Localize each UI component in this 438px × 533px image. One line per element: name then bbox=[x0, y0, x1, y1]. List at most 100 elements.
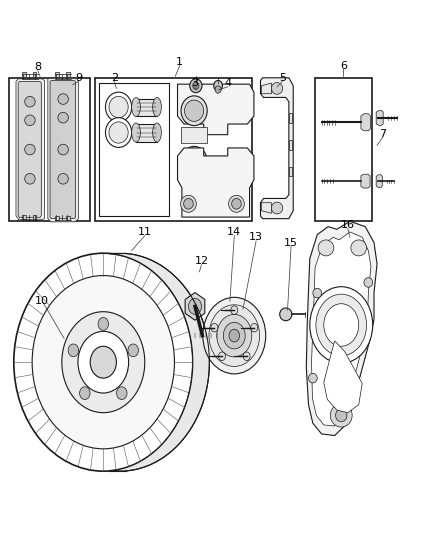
Ellipse shape bbox=[188, 298, 201, 314]
Bar bbox=[33, 215, 36, 219]
Ellipse shape bbox=[25, 96, 35, 107]
Text: 15: 15 bbox=[284, 238, 298, 247]
Polygon shape bbox=[16, 79, 44, 220]
Ellipse shape bbox=[351, 240, 367, 256]
Bar bbox=[33, 72, 36, 77]
Polygon shape bbox=[181, 127, 207, 143]
Bar bbox=[289, 140, 292, 150]
Ellipse shape bbox=[25, 173, 35, 184]
Ellipse shape bbox=[58, 144, 68, 155]
Ellipse shape bbox=[214, 80, 223, 91]
Polygon shape bbox=[177, 84, 254, 135]
Polygon shape bbox=[306, 221, 377, 435]
Ellipse shape bbox=[78, 332, 129, 393]
Ellipse shape bbox=[181, 96, 207, 126]
Bar bbox=[22, 215, 25, 219]
Ellipse shape bbox=[364, 278, 373, 287]
Text: 13: 13 bbox=[249, 232, 263, 243]
Ellipse shape bbox=[128, 344, 138, 357]
Bar bbox=[66, 72, 70, 77]
Bar bbox=[315, 78, 372, 221]
Ellipse shape bbox=[310, 287, 373, 364]
Text: 8: 8 bbox=[34, 62, 41, 72]
Polygon shape bbox=[376, 175, 382, 188]
Bar bbox=[289, 166, 292, 176]
Bar bbox=[22, 72, 25, 77]
Ellipse shape bbox=[25, 144, 35, 155]
Polygon shape bbox=[48, 78, 78, 222]
Ellipse shape bbox=[132, 98, 141, 117]
Ellipse shape bbox=[152, 98, 161, 117]
Ellipse shape bbox=[184, 100, 204, 122]
Bar bbox=[66, 216, 70, 220]
Text: 5: 5 bbox=[279, 73, 286, 83]
Ellipse shape bbox=[219, 352, 226, 360]
Ellipse shape bbox=[316, 294, 367, 356]
Bar bbox=[55, 216, 59, 220]
Bar bbox=[136, 99, 157, 116]
Polygon shape bbox=[261, 78, 293, 219]
Text: 11: 11 bbox=[138, 227, 152, 237]
Text: 4: 4 bbox=[224, 78, 231, 88]
Ellipse shape bbox=[58, 112, 68, 123]
Ellipse shape bbox=[280, 308, 292, 321]
Text: 10: 10 bbox=[35, 296, 49, 306]
Ellipse shape bbox=[106, 92, 132, 122]
Bar bbox=[99, 83, 169, 216]
Polygon shape bbox=[261, 83, 272, 94]
Text: 1: 1 bbox=[176, 57, 183, 67]
Ellipse shape bbox=[272, 202, 283, 214]
Ellipse shape bbox=[68, 344, 79, 357]
Bar bbox=[10, 78, 90, 221]
Ellipse shape bbox=[217, 314, 252, 357]
Ellipse shape bbox=[313, 288, 321, 298]
Ellipse shape bbox=[184, 198, 193, 209]
Ellipse shape bbox=[318, 240, 334, 256]
Ellipse shape bbox=[243, 352, 250, 360]
Ellipse shape bbox=[308, 373, 317, 383]
Polygon shape bbox=[261, 203, 272, 213]
Ellipse shape bbox=[14, 253, 193, 471]
Text: 12: 12 bbox=[194, 256, 208, 266]
Bar bbox=[55, 72, 59, 77]
Ellipse shape bbox=[58, 94, 68, 104]
Text: 2: 2 bbox=[111, 73, 118, 83]
Text: 16: 16 bbox=[341, 220, 355, 230]
Polygon shape bbox=[177, 148, 254, 217]
Ellipse shape bbox=[330, 403, 352, 427]
Ellipse shape bbox=[181, 147, 207, 176]
Ellipse shape bbox=[223, 322, 245, 349]
Polygon shape bbox=[109, 253, 209, 471]
Ellipse shape bbox=[117, 387, 127, 400]
Ellipse shape bbox=[193, 82, 199, 90]
Ellipse shape bbox=[132, 123, 141, 142]
Ellipse shape bbox=[229, 329, 240, 342]
Ellipse shape bbox=[203, 297, 266, 374]
Polygon shape bbox=[185, 293, 205, 320]
Ellipse shape bbox=[25, 115, 35, 126]
Ellipse shape bbox=[272, 83, 283, 94]
Ellipse shape bbox=[215, 86, 221, 93]
Ellipse shape bbox=[58, 173, 68, 184]
Ellipse shape bbox=[229, 195, 244, 212]
Polygon shape bbox=[361, 174, 370, 188]
Text: 9: 9 bbox=[75, 73, 82, 83]
Ellipse shape bbox=[32, 276, 174, 449]
Ellipse shape bbox=[98, 318, 109, 330]
Ellipse shape bbox=[90, 346, 117, 378]
Ellipse shape bbox=[109, 96, 128, 118]
Ellipse shape bbox=[180, 195, 196, 212]
Text: 6: 6 bbox=[340, 61, 347, 70]
Polygon shape bbox=[324, 341, 362, 413]
Polygon shape bbox=[311, 232, 371, 426]
Ellipse shape bbox=[251, 324, 258, 332]
Ellipse shape bbox=[231, 306, 238, 314]
Ellipse shape bbox=[324, 304, 359, 346]
Ellipse shape bbox=[109, 122, 128, 143]
Polygon shape bbox=[18, 82, 41, 217]
Polygon shape bbox=[50, 80, 75, 219]
Ellipse shape bbox=[209, 305, 260, 367]
Bar bbox=[136, 124, 157, 142]
Ellipse shape bbox=[336, 409, 347, 422]
Polygon shape bbox=[376, 110, 383, 125]
